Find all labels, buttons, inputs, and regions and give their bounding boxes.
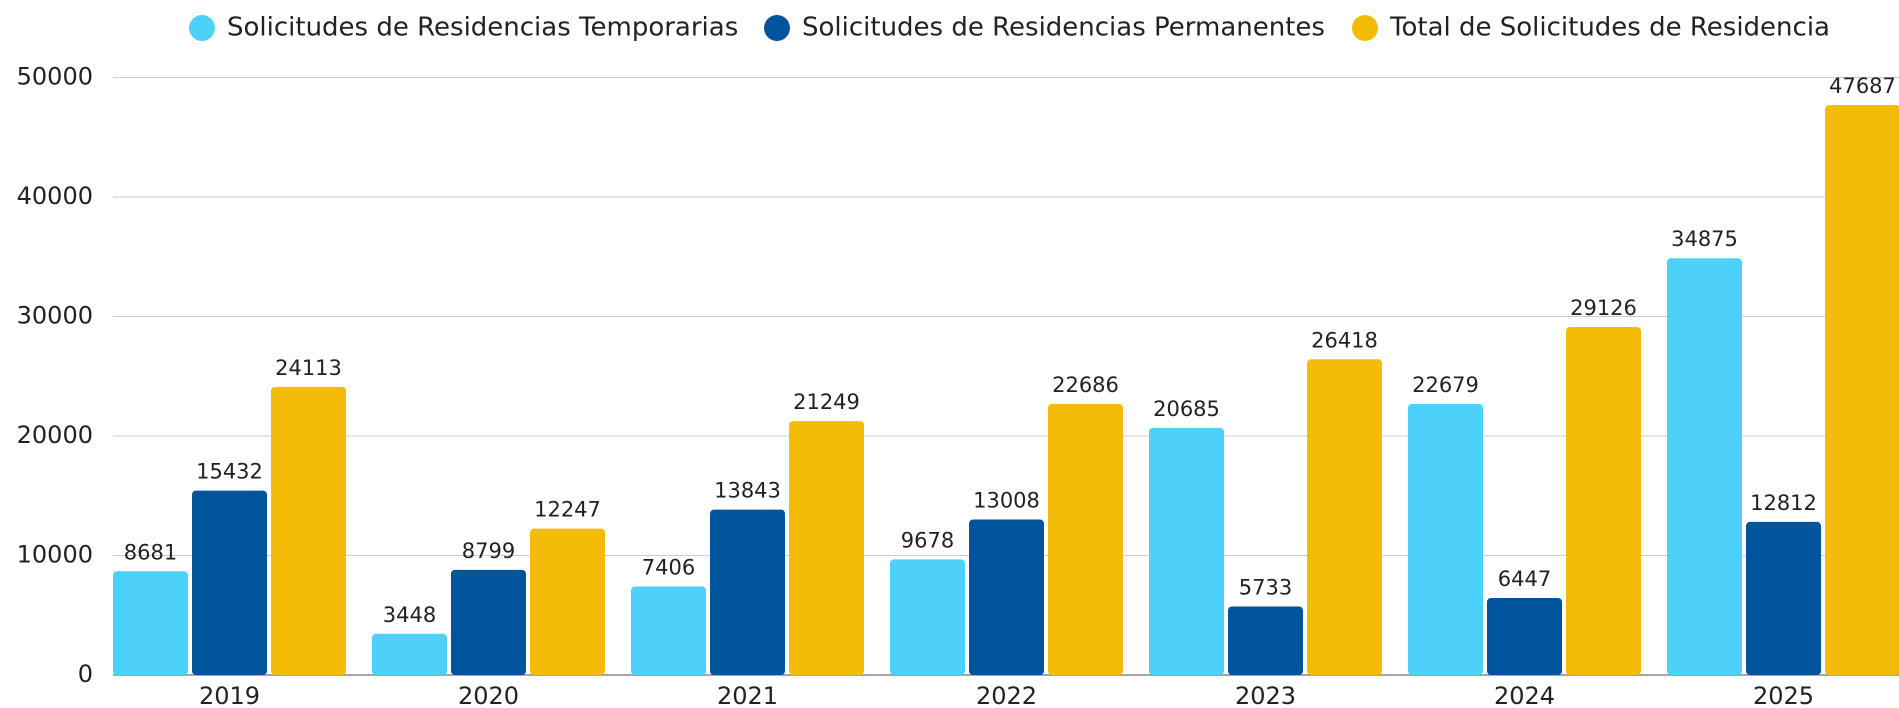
y-tick-label: 30000 — [17, 302, 93, 330]
value-label: 34875 — [1671, 227, 1738, 251]
value-label: 12247 — [534, 498, 601, 522]
legend-swatch — [1352, 15, 1378, 41]
bar — [1228, 606, 1303, 675]
value-label: 8681 — [124, 540, 177, 564]
x-tick-label: 2019 — [199, 682, 260, 708]
bar — [710, 509, 785, 675]
bar — [890, 559, 965, 675]
value-label: 26418 — [1311, 328, 1378, 352]
bar — [1487, 597, 1562, 675]
bar — [789, 421, 864, 675]
x-tick-label: 2020 — [458, 682, 519, 708]
bar — [1048, 403, 1123, 675]
value-label: 24113 — [275, 356, 342, 380]
bar — [1307, 359, 1382, 675]
value-label: 22686 — [1052, 373, 1119, 397]
value-label: 22679 — [1412, 373, 1479, 397]
value-label: 13008 — [973, 489, 1040, 513]
bar — [1566, 326, 1641, 675]
value-label: 29126 — [1570, 296, 1637, 320]
bar — [1825, 105, 1899, 675]
x-tick-label: 2022 — [976, 682, 1037, 708]
value-label: 8799 — [462, 539, 515, 563]
legend-label: Total de Solicitudes de Residencia — [1389, 13, 1830, 43]
bar — [1667, 258, 1742, 675]
value-label: 7406 — [642, 555, 695, 579]
y-tick-label: 40000 — [17, 182, 93, 210]
value-label: 6447 — [1498, 567, 1551, 591]
bar — [192, 490, 267, 675]
legend-swatch — [764, 15, 790, 41]
legend-label: Solicitudes de Residencias Permanentes — [802, 13, 1325, 43]
bar — [451, 569, 526, 675]
bar — [530, 528, 605, 675]
y-tick-label: 10000 — [17, 541, 93, 569]
legend-label: Solicitudes de Residencias Temporarias — [227, 13, 738, 43]
y-tick-label: 50000 — [17, 63, 93, 91]
value-label: 21249 — [793, 390, 860, 414]
x-tick-label: 2021 — [717, 682, 778, 708]
value-label: 20685 — [1153, 397, 1220, 421]
bar — [271, 386, 346, 675]
x-tick-label: 2023 — [1235, 682, 1296, 708]
value-label: 5733 — [1239, 575, 1292, 599]
value-label: 47687 — [1829, 74, 1896, 98]
y-tick-label: 0 — [78, 660, 93, 688]
x-tick-label: 2024 — [1494, 682, 1555, 708]
value-label: 3448 — [383, 603, 436, 627]
legend-swatch — [189, 15, 215, 41]
x-tick-label: 2025 — [1753, 682, 1814, 708]
bar — [1149, 427, 1224, 675]
value-label: 9678 — [901, 528, 954, 552]
bar — [1408, 403, 1483, 675]
value-label: 13843 — [714, 479, 781, 503]
value-label: 12812 — [1750, 491, 1817, 515]
bar — [969, 519, 1044, 675]
bar — [372, 633, 447, 675]
value-label: 15432 — [196, 460, 263, 484]
bar — [113, 571, 188, 675]
y-tick-label: 20000 — [17, 421, 93, 449]
bar — [1746, 521, 1821, 675]
bar — [631, 586, 706, 675]
